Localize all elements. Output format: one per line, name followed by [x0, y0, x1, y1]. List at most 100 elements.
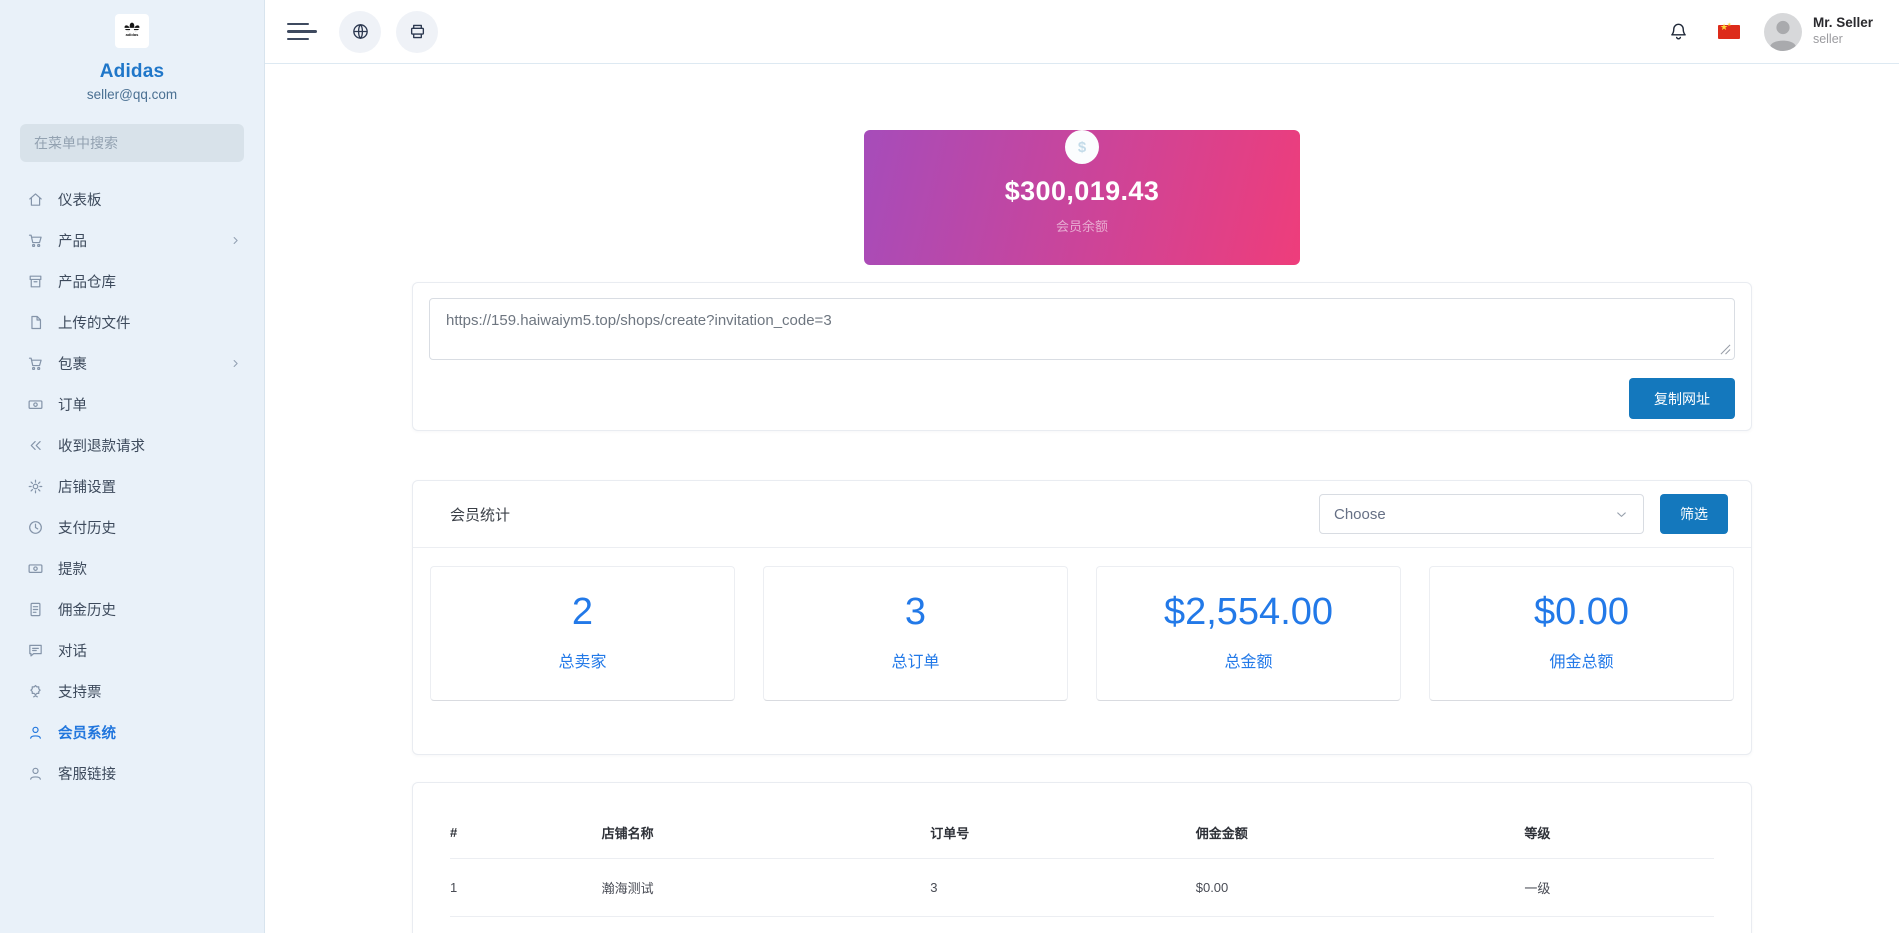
stat-label: 总订单 [891, 653, 940, 671]
sidebar-item-label: 仪表板 [58, 193, 102, 209]
print-button[interactable] [396, 10, 438, 53]
sidebar-item-support-link[interactable]: 客服链接 [0, 753, 264, 794]
divider [413, 547, 1751, 548]
dollar-circle-icon: $ [1065, 130, 1099, 164]
chevron-right-icon [229, 234, 242, 247]
main-content: $ $300,019.43 会员余额 https://159.haiwaiym5… [265, 64, 1899, 933]
sidebar-item-uploaded-files[interactable]: 上传的文件 [0, 302, 264, 343]
column-header-shop-name: 店铺名称 [601, 809, 931, 859]
language-globe-button[interactable] [339, 10, 381, 53]
clock-icon [27, 519, 44, 536]
table-row: 2 3 0 $0.00 一级 [450, 916, 1714, 933]
sidebar-item-label: 上传的文件 [58, 316, 131, 332]
row-index: 2 [450, 916, 602, 933]
cell-shop-name: 瀚海测试 [601, 858, 931, 917]
stat-value: 2 [571, 591, 594, 633]
china-flag-icon[interactable]: ★ ★ [1717, 22, 1740, 39]
sidebar-item-payment-history[interactable]: 支付历史 [0, 507, 264, 548]
sidebar-item-conversations[interactable]: 对话 [0, 630, 264, 671]
warehouse-icon [27, 273, 44, 290]
stat-value: 3 [904, 591, 927, 633]
sidebar-item-label: 支持票 [58, 685, 102, 701]
notifications-button[interactable] [1668, 21, 1689, 42]
sidebar-item-withdraw[interactable]: 提款 [0, 548, 264, 589]
banknote-icon [27, 560, 44, 577]
sidebar-item-orders[interactable]: 订单 [0, 384, 264, 425]
sidebar-item-product-warehouse[interactable]: 产品仓库 [0, 261, 264, 302]
file-icon [27, 314, 44, 331]
printer-icon [408, 22, 427, 41]
stat-total-orders: 3 总订单 [763, 566, 1068, 701]
menu-icon[interactable] [287, 18, 317, 46]
user-name: Mr. Seller [1812, 15, 1873, 31]
stat-value: $0.00 [1533, 591, 1630, 633]
member-balance-label: 会员余额 [1055, 219, 1108, 234]
avatar[interactable] [1763, 12, 1802, 51]
member-balance-card: $ $300,019.43 会员余额 [864, 130, 1300, 265]
members-table: # 店铺名称 订单号 佣金金额 等级 1 瀚海测试 3 $0.00 [450, 809, 1714, 933]
filter-select[interactable]: Choose [1319, 494, 1644, 534]
sidebar-item-support-tickets[interactable]: 支持票 [0, 671, 264, 712]
user-role: seller [1812, 32, 1843, 47]
stat-label: 总卖家 [558, 653, 607, 671]
banknote-icon [27, 396, 44, 413]
badge-icon [27, 683, 44, 700]
brand-name: Adidas [99, 61, 165, 82]
chevron-down-icon [1614, 507, 1629, 522]
bell-icon [1668, 21, 1689, 42]
invitation-url-textarea[interactable]: https://159.haiwaiym5.top/shops/create?i… [429, 298, 1735, 360]
menu-search-input[interactable] [20, 124, 244, 162]
brand-email: seller@qq.com [86, 87, 178, 102]
column-header-level: 等级 [1524, 809, 1714, 859]
sidebar-brand: adidas Adidas seller@qq.com [0, 0, 264, 102]
sidebar-item-shop-settings[interactable]: 店铺设置 [0, 466, 264, 507]
sidebar-item-label: 佣金历史 [58, 603, 116, 619]
sidebar-item-membership-system[interactable]: 会员系统 [0, 712, 264, 753]
member-statistics-card: 会员统计 Choose 筛选 2 总卖家 3 总订单 [412, 480, 1752, 755]
sidebar: adidas Adidas seller@qq.com 仪表板 产品 产品仓库 … [0, 0, 265, 933]
sidebar-item-label: 产品仓库 [58, 275, 116, 291]
chevron-right-icon [229, 357, 242, 370]
cart-icon [27, 232, 44, 249]
stat-label: 总金额 [1224, 653, 1273, 671]
chat-icon [27, 642, 44, 659]
stat-total-commission: $0.00 佣金总额 [1429, 566, 1734, 701]
cart-icon [27, 355, 44, 372]
table-header-row: # 店铺名称 订单号 佣金金额 等级 [450, 809, 1714, 859]
sidebar-item-label: 产品 [58, 234, 87, 250]
sidebar-item-refund-requests[interactable]: 收到退款请求 [0, 425, 264, 466]
cell-order-count: 3 [930, 858, 1196, 917]
cell-order-count: 0 [930, 916, 1196, 933]
member-statistics-title: 会员统计 [450, 506, 511, 524]
cell-commission-amount: $0.00 [1195, 858, 1525, 917]
cell-commission-amount: $0.00 [1195, 916, 1525, 933]
sidebar-item-label: 客服链接 [58, 767, 116, 783]
resize-grip-icon[interactable] [1720, 344, 1731, 355]
sidebar-item-products[interactable]: 产品 [0, 220, 264, 261]
sidebar-item-packages[interactable]: 包裹 [0, 343, 264, 384]
user-info[interactable]: Mr. Seller seller [1813, 15, 1873, 48]
person-silhouette-icon [1769, 20, 1796, 51]
adidas-trefoil-logo: adidas [115, 14, 149, 48]
sidebar-item-label: 支付历史 [58, 521, 116, 537]
stat-total-sellers: 2 总卖家 [430, 566, 735, 701]
copy-url-button[interactable]: 复制网址 [1629, 378, 1735, 419]
cell-level: 一级 [1524, 916, 1714, 933]
invitation-url-card: https://159.haiwaiym5.top/shops/create?i… [412, 282, 1752, 431]
sidebar-item-dashboard[interactable]: 仪表板 [0, 179, 264, 220]
cell-level: 一级 [1524, 858, 1714, 917]
filter-button[interactable]: 筛选 [1660, 494, 1728, 534]
stat-label: 佣金总额 [1549, 653, 1614, 671]
member-balance-amount: $300,019.43 [1004, 176, 1160, 206]
sidebar-item-label: 订单 [58, 398, 87, 414]
members-table-card: # 店铺名称 订单号 佣金金额 等级 1 瀚海测试 3 $0.00 [412, 782, 1752, 933]
globe-icon [351, 22, 370, 41]
adidas-wordmark: adidas [126, 32, 139, 37]
home-icon [27, 191, 44, 208]
column-header-commission-amount: 佣金金额 [1195, 809, 1525, 859]
row-index-link[interactable]: 1 [450, 858, 602, 917]
user-icon [27, 765, 44, 782]
sidebar-item-label: 会员系统 [58, 726, 116, 742]
user-icon [27, 724, 44, 741]
sidebar-item-commission-history[interactable]: 佣金历史 [0, 589, 264, 630]
